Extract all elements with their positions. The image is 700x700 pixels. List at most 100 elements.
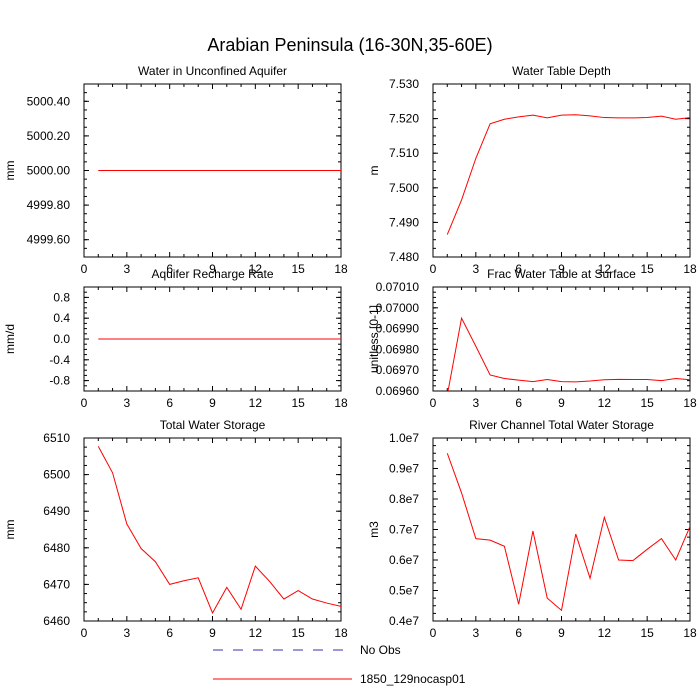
x-tick-label: 9 [209, 262, 216, 276]
y-tick-label: 0.8e7 [389, 492, 419, 506]
y-tick-label: 0.06980 [376, 342, 420, 356]
legend-label-model: 1850_129nocasp01 [360, 672, 466, 686]
x-tick-label: 0 [430, 396, 437, 410]
x-tick-label: 18 [683, 262, 697, 276]
figure-title: Arabian Peninsula (16-30N,35-60E) [207, 35, 492, 55]
series-line [446, 114, 690, 235]
x-tick-label: 15 [640, 396, 654, 410]
panel-title: Aquifer Recharge Rate [151, 267, 273, 281]
x-tick-label: 18 [334, 626, 348, 640]
y-tick-label: -0.4 [49, 353, 70, 367]
y-tick-label: 0.7e7 [389, 523, 419, 537]
x-tick-label: 15 [640, 626, 654, 640]
x-tick-label: 6 [166, 262, 173, 276]
panel-5: Total Water Storage 0 3 6 9 12 15 18 6460 6470 648… [3, 418, 348, 640]
x-tick-label: 3 [123, 396, 130, 410]
y-tick-label: 0.9e7 [389, 462, 419, 476]
x-tick-label: 18 [683, 396, 697, 410]
y-axis-label: mm/d [3, 324, 17, 354]
x-tick-label: 0 [430, 262, 437, 276]
y-tick-label: 7.490 [389, 215, 419, 229]
y-axis-label: mm [3, 161, 17, 181]
x-tick-label: 6 [515, 626, 522, 640]
x-tick-label: 9 [558, 626, 565, 640]
x-tick-label: 9 [558, 396, 565, 410]
y-tick-label: 0.06970 [376, 363, 420, 377]
panel-2: Water Table Depth 0 3 6 9 12 15 18 7.480 7.490 7.5… [367, 64, 697, 276]
x-tick-label: 18 [683, 626, 697, 640]
x-tick-label: 15 [640, 262, 654, 276]
plot-frame [432, 286, 691, 392]
x-tick-label: 0 [430, 626, 437, 640]
y-tick-label: 0.8 [53, 290, 70, 304]
y-tick-label: 6500 [43, 468, 70, 482]
panel-title: Total Water Storage [160, 418, 266, 432]
y-axis-label: unitless [0-1] [367, 305, 381, 373]
y-tick-label: 0.4e7 [389, 614, 419, 628]
y-tick-label: 5000.00 [27, 164, 71, 178]
x-tick-label: 0 [81, 262, 88, 276]
y-tick-label: 6480 [43, 541, 70, 555]
y-tick-label: 7.510 [389, 146, 419, 160]
y-tick-label: 6460 [43, 614, 70, 628]
y-tick-label: 0.07000 [376, 301, 420, 315]
x-tick-label: 9 [558, 262, 565, 276]
panel-1: Water in Unconfined Aquifer 0 3 6 9 12 15 18 499… [3, 64, 348, 276]
y-tick-label: 4999.60 [27, 233, 71, 247]
y-tick-label: 7.480 [389, 250, 419, 264]
x-tick-label: 6 [515, 262, 522, 276]
series-line [446, 453, 690, 612]
x-tick-label: 18 [334, 262, 348, 276]
legend-label-no-obs: No Obs [360, 643, 401, 657]
y-tick-label: 1.0e7 [389, 431, 419, 445]
y-axis-label: mm [3, 520, 17, 540]
y-tick-label: 7.500 [389, 181, 419, 195]
y-tick-label: 0.07010 [376, 280, 420, 294]
x-tick-label: 3 [472, 396, 479, 410]
x-tick-label: 12 [598, 626, 612, 640]
x-tick-label: 0 [81, 396, 88, 410]
panels: Water in Unconfined Aquifer 0 3 6 9 12 15 18 499… [3, 64, 697, 640]
plot-frame [432, 437, 691, 622]
y-tick-label: 6490 [43, 504, 70, 518]
x-tick-label: 9 [209, 626, 216, 640]
x-tick-label: 3 [123, 626, 130, 640]
y-tick-label: 5000.20 [27, 129, 71, 143]
x-tick-label: 3 [472, 262, 479, 276]
y-tick-label: 0.0 [53, 332, 70, 346]
x-tick-label: 18 [334, 396, 348, 410]
y-tick-label: -0.8 [49, 374, 70, 388]
x-tick-label: 6 [515, 396, 522, 410]
x-tick-label: 15 [291, 626, 305, 640]
x-tick-label: 6 [166, 626, 173, 640]
x-tick-label: 3 [123, 262, 130, 276]
series-line [447, 316, 690, 391]
panel-title: River Channel Total Water Storage [469, 418, 654, 432]
panel-title: Water Table Depth [512, 64, 611, 78]
panel-6: River Channel Total Water Storage 0 3 6 9 12 1… [367, 418, 697, 640]
x-tick-label: 9 [209, 396, 216, 410]
x-tick-label: 0 [81, 626, 88, 640]
y-tick-label: 5000.40 [27, 94, 71, 108]
x-tick-label: 15 [291, 396, 305, 410]
panel-4: Frac Water Table at Surface 0 3 6 9 12 15 18 0.0… [367, 267, 697, 410]
panel-3: Aquifer Recharge Rate 0 3 6 9 12 15 18 -0.8 -0.4 0… [3, 267, 348, 410]
x-tick-label: 6 [166, 396, 173, 410]
x-tick-label: 15 [291, 262, 305, 276]
y-tick-label: 4999.80 [27, 198, 71, 212]
y-tick-label: 0.4 [53, 311, 70, 325]
y-tick-label: 0.06990 [376, 322, 420, 336]
y-tick-label: 0.06960 [376, 384, 420, 398]
y-tick-label: 6510 [43, 431, 70, 445]
y-tick-label: 6470 [43, 577, 70, 591]
x-tick-label: 12 [249, 626, 263, 640]
x-tick-label: 12 [249, 396, 263, 410]
x-tick-label: 12 [598, 262, 612, 276]
y-axis-label: m [367, 166, 381, 176]
y-tick-label: 7.520 [389, 112, 419, 126]
series-line [97, 446, 341, 615]
panel-title: Frac Water Table at Surface [487, 267, 636, 281]
panel-title: Water in Unconfined Aquifer [138, 64, 287, 78]
x-tick-label: 3 [472, 626, 479, 640]
